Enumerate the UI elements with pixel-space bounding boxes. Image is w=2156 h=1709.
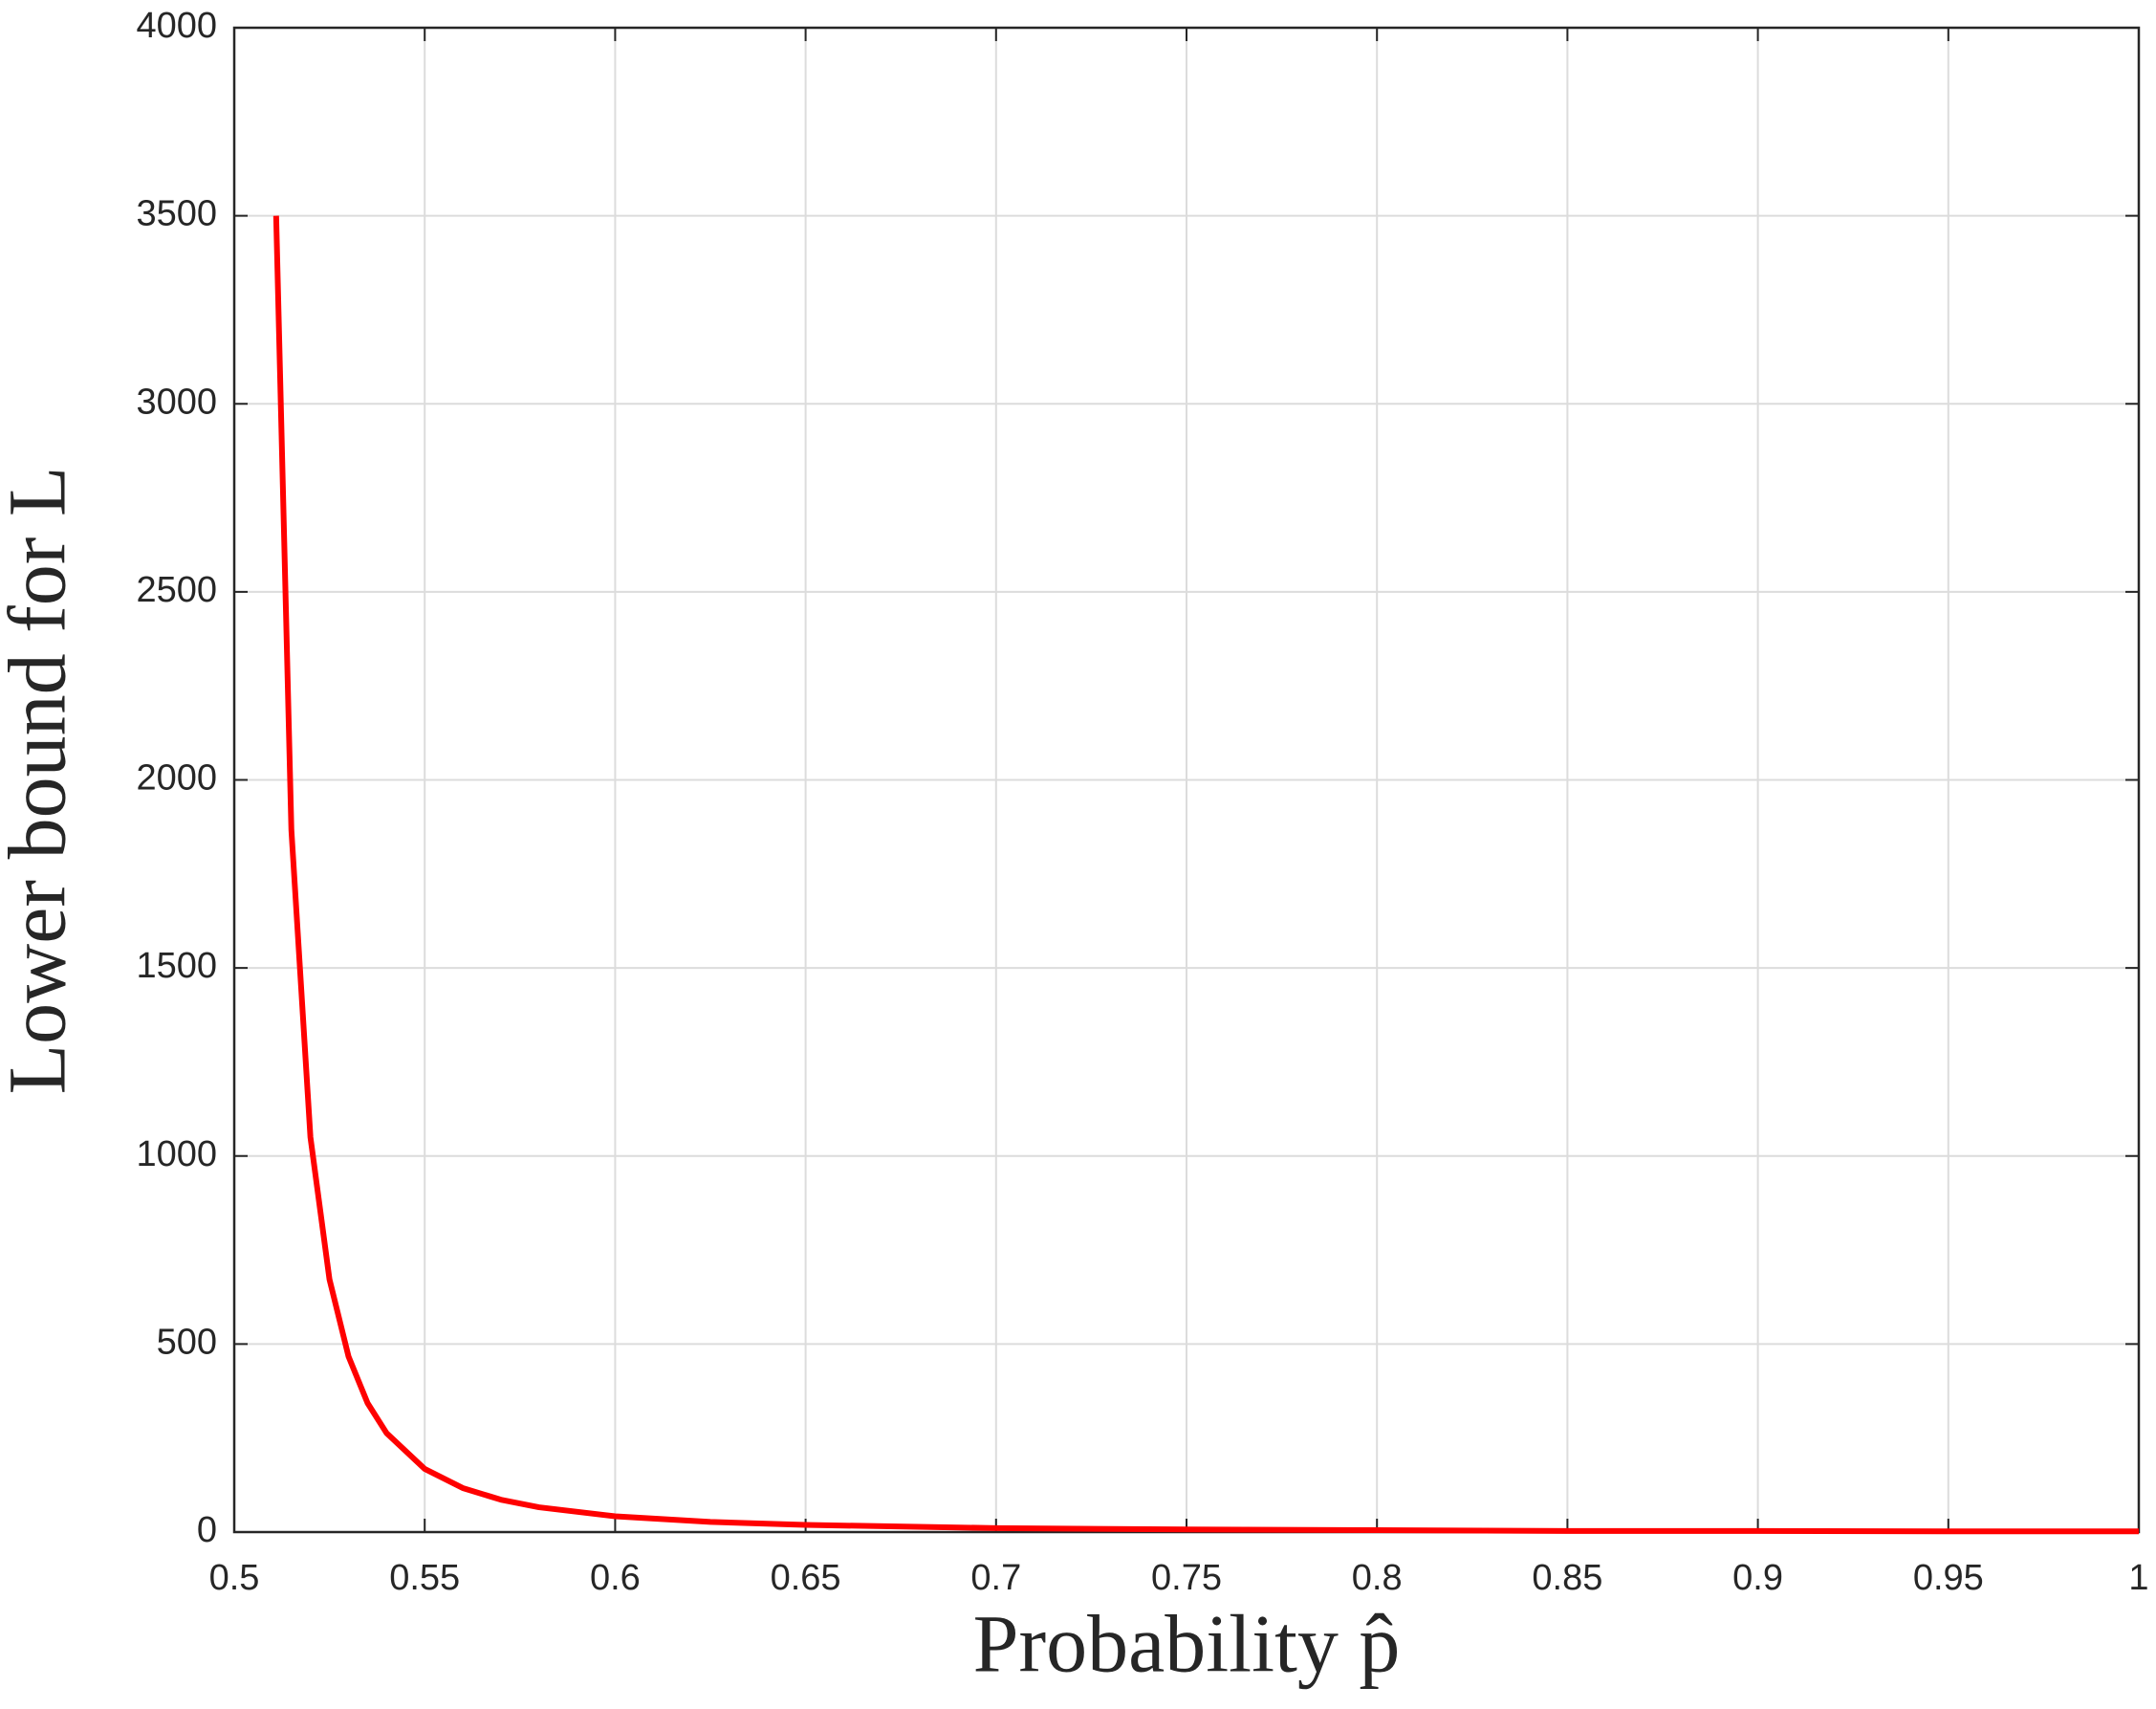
y-axis-label: Lower bound for L	[0, 467, 83, 1095]
x-tick-label: 0.5	[209, 1558, 260, 1598]
x-tick-label: 0.8	[1352, 1558, 1403, 1598]
y-tick-label: 500	[157, 1322, 217, 1362]
y-tick-label: 3500	[136, 194, 217, 234]
data-line	[272, 215, 2139, 1535]
y-tick-label: 4000	[136, 6, 217, 46]
y-tick-label: 1000	[136, 1134, 217, 1174]
y-tick-label: 2500	[136, 570, 217, 610]
y-tick-label: 3000	[136, 382, 217, 422]
x-tick-label: 0.6	[590, 1558, 641, 1598]
x-tick-label: 1	[2128, 1558, 2148, 1598]
x-tick-label: 0.85	[1532, 1558, 1602, 1598]
y-tick-label: 0	[197, 1510, 217, 1550]
x-tick-label: 0.55	[389, 1558, 460, 1598]
x-axis-label: Probability p̂	[973, 1598, 1401, 1690]
y-tick-label: 2000	[136, 758, 217, 799]
x-tick-label: 0.9	[1732, 1558, 1783, 1598]
x-tick-label: 0.7	[970, 1558, 1021, 1598]
y-tick-label: 1500	[136, 946, 217, 986]
x-tick-label: 0.95	[1913, 1558, 1984, 1598]
x-tick-label: 0.75	[1151, 1558, 1222, 1598]
x-tick-label: 0.65	[771, 1558, 841, 1598]
